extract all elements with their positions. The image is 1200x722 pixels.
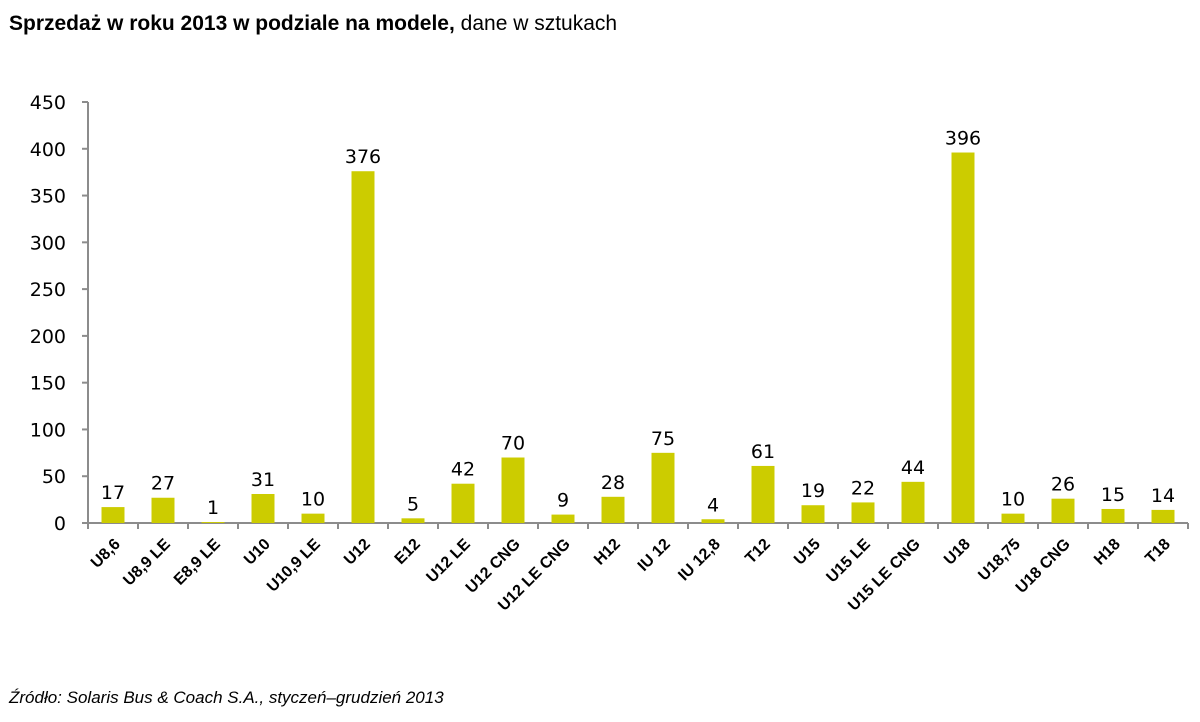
- data-label: 376: [345, 146, 381, 168]
- y-tick-label: 450: [30, 92, 66, 114]
- y-tick-label: 400: [30, 139, 66, 161]
- category-label: U8,6: [88, 536, 124, 572]
- data-label: 5: [407, 493, 419, 515]
- data-label: 26: [1051, 474, 1075, 496]
- category-label: T12: [742, 536, 774, 568]
- bar: [251, 493, 275, 523]
- data-label: 15: [1101, 484, 1125, 506]
- bar: [651, 452, 675, 523]
- source-note: Źródło: Solaris Bus & Coach S.A., stycze…: [9, 688, 444, 707]
- y-tick-label: 250: [30, 279, 66, 301]
- bar: [601, 496, 625, 523]
- category-label: T18: [1142, 536, 1174, 568]
- data-label: 19: [801, 480, 825, 502]
- category-label: U12: [341, 536, 374, 569]
- bar: [301, 513, 325, 523]
- chart-title-bold: Sprzedaż w roku 2013 w podziale na model…: [9, 12, 455, 35]
- category-label: U15: [791, 536, 824, 569]
- y-tick-label: 200: [30, 326, 66, 348]
- bar: [901, 481, 925, 523]
- category-label: U10: [241, 536, 274, 569]
- data-label: 70: [501, 433, 525, 455]
- bar: [851, 502, 875, 523]
- category-label: H18: [1091, 536, 1124, 569]
- category-label: IU 12,8: [675, 536, 724, 585]
- y-tick-label: 100: [30, 419, 66, 441]
- chart-title: Sprzedaż w roku 2013 w podziale na model…: [9, 12, 617, 36]
- bar: [201, 522, 225, 523]
- data-label: 4: [707, 494, 719, 516]
- category-label: IU 12: [635, 536, 674, 575]
- data-label: 14: [1151, 485, 1175, 507]
- category-label: U18: [941, 536, 974, 569]
- data-label: 75: [651, 428, 675, 450]
- data-label: 9: [557, 490, 569, 512]
- category-label: E8,9 LE: [171, 536, 224, 589]
- bar: [101, 507, 125, 523]
- y-tick-label: 50: [42, 466, 66, 488]
- bar: [751, 465, 775, 523]
- bar: [1001, 513, 1025, 523]
- data-label: 27: [151, 473, 175, 495]
- bar: [551, 514, 575, 523]
- bar: [451, 483, 475, 523]
- y-tick-label: 150: [30, 373, 66, 395]
- data-label: 31: [251, 469, 275, 491]
- chart-subtitle: dane w sztukach: [460, 12, 618, 35]
- bar: [1051, 498, 1075, 523]
- bar: [1101, 508, 1125, 523]
- bar: [951, 152, 975, 523]
- category-label: U10,9 LE: [264, 536, 324, 596]
- data-label: 42: [451, 459, 475, 481]
- bar: [501, 457, 525, 523]
- category-label: H12: [591, 536, 624, 569]
- data-label: 28: [601, 472, 625, 494]
- data-label: 22: [851, 477, 875, 499]
- bar: [1151, 509, 1175, 523]
- bar: [351, 171, 375, 523]
- category-label: E12: [392, 536, 424, 568]
- data-label: 44: [901, 457, 925, 479]
- category-label: U8,9 LE: [120, 536, 174, 590]
- category-label: U12 LE: [423, 536, 474, 587]
- category-label: U15 LE: [823, 536, 874, 587]
- data-label: 17: [101, 482, 125, 504]
- y-tick-label: 350: [30, 186, 66, 208]
- bar: [151, 497, 175, 523]
- y-tick-label: 300: [30, 232, 66, 254]
- data-label: 10: [1001, 489, 1025, 511]
- category-label: U18 CNG: [1013, 536, 1074, 597]
- bar: [701, 519, 725, 523]
- data-label: 61: [751, 441, 775, 463]
- category-label: U18,75: [975, 536, 1024, 585]
- data-label: 1: [207, 497, 219, 519]
- bar: [801, 505, 825, 523]
- data-label: 10: [301, 489, 325, 511]
- bar: [401, 518, 425, 523]
- y-tick-label: 0: [54, 513, 66, 535]
- data-label: 396: [945, 128, 981, 150]
